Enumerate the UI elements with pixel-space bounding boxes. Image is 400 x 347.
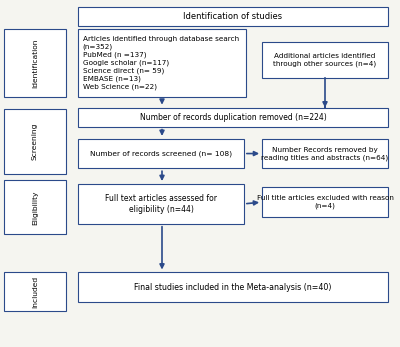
Text: Number Records removed by
reading titles and abstracts (n=64): Number Records removed by reading titles… [262,146,388,161]
Text: Full title articles excluded with reason
(n=4): Full title articles excluded with reason… [256,195,394,209]
FancyBboxPatch shape [78,29,246,97]
FancyBboxPatch shape [78,108,388,127]
FancyBboxPatch shape [4,272,66,311]
Text: Eligibility: Eligibility [32,190,38,225]
Text: Identification: Identification [32,39,38,88]
Text: Number of records screened (n= 108): Number of records screened (n= 108) [90,150,232,157]
FancyBboxPatch shape [4,29,66,97]
Text: Full text articles assessed for
eligibility (n=44): Full text articles assessed for eligibil… [105,194,217,214]
FancyBboxPatch shape [262,187,388,217]
FancyBboxPatch shape [262,42,388,78]
FancyBboxPatch shape [78,184,244,224]
FancyBboxPatch shape [78,272,388,302]
Text: Included: Included [32,276,38,307]
FancyBboxPatch shape [4,180,66,234]
FancyBboxPatch shape [4,109,66,174]
FancyBboxPatch shape [78,7,388,26]
Text: Identification of studies: Identification of studies [184,12,282,21]
Text: Final studies included in the Meta-analysis (n=40): Final studies included in the Meta-analy… [134,283,332,291]
FancyBboxPatch shape [262,139,388,168]
Text: Number of records duplication removed (n=224): Number of records duplication removed (n… [140,113,326,121]
Text: Additional articles identified
through other sources (n=4): Additional articles identified through o… [274,53,376,67]
Text: Articles identified through database search
(n=352)
PubMed (n =137)
Google schol: Articles identified through database sea… [83,36,239,90]
FancyBboxPatch shape [78,139,244,168]
Text: Screening: Screening [32,123,38,160]
